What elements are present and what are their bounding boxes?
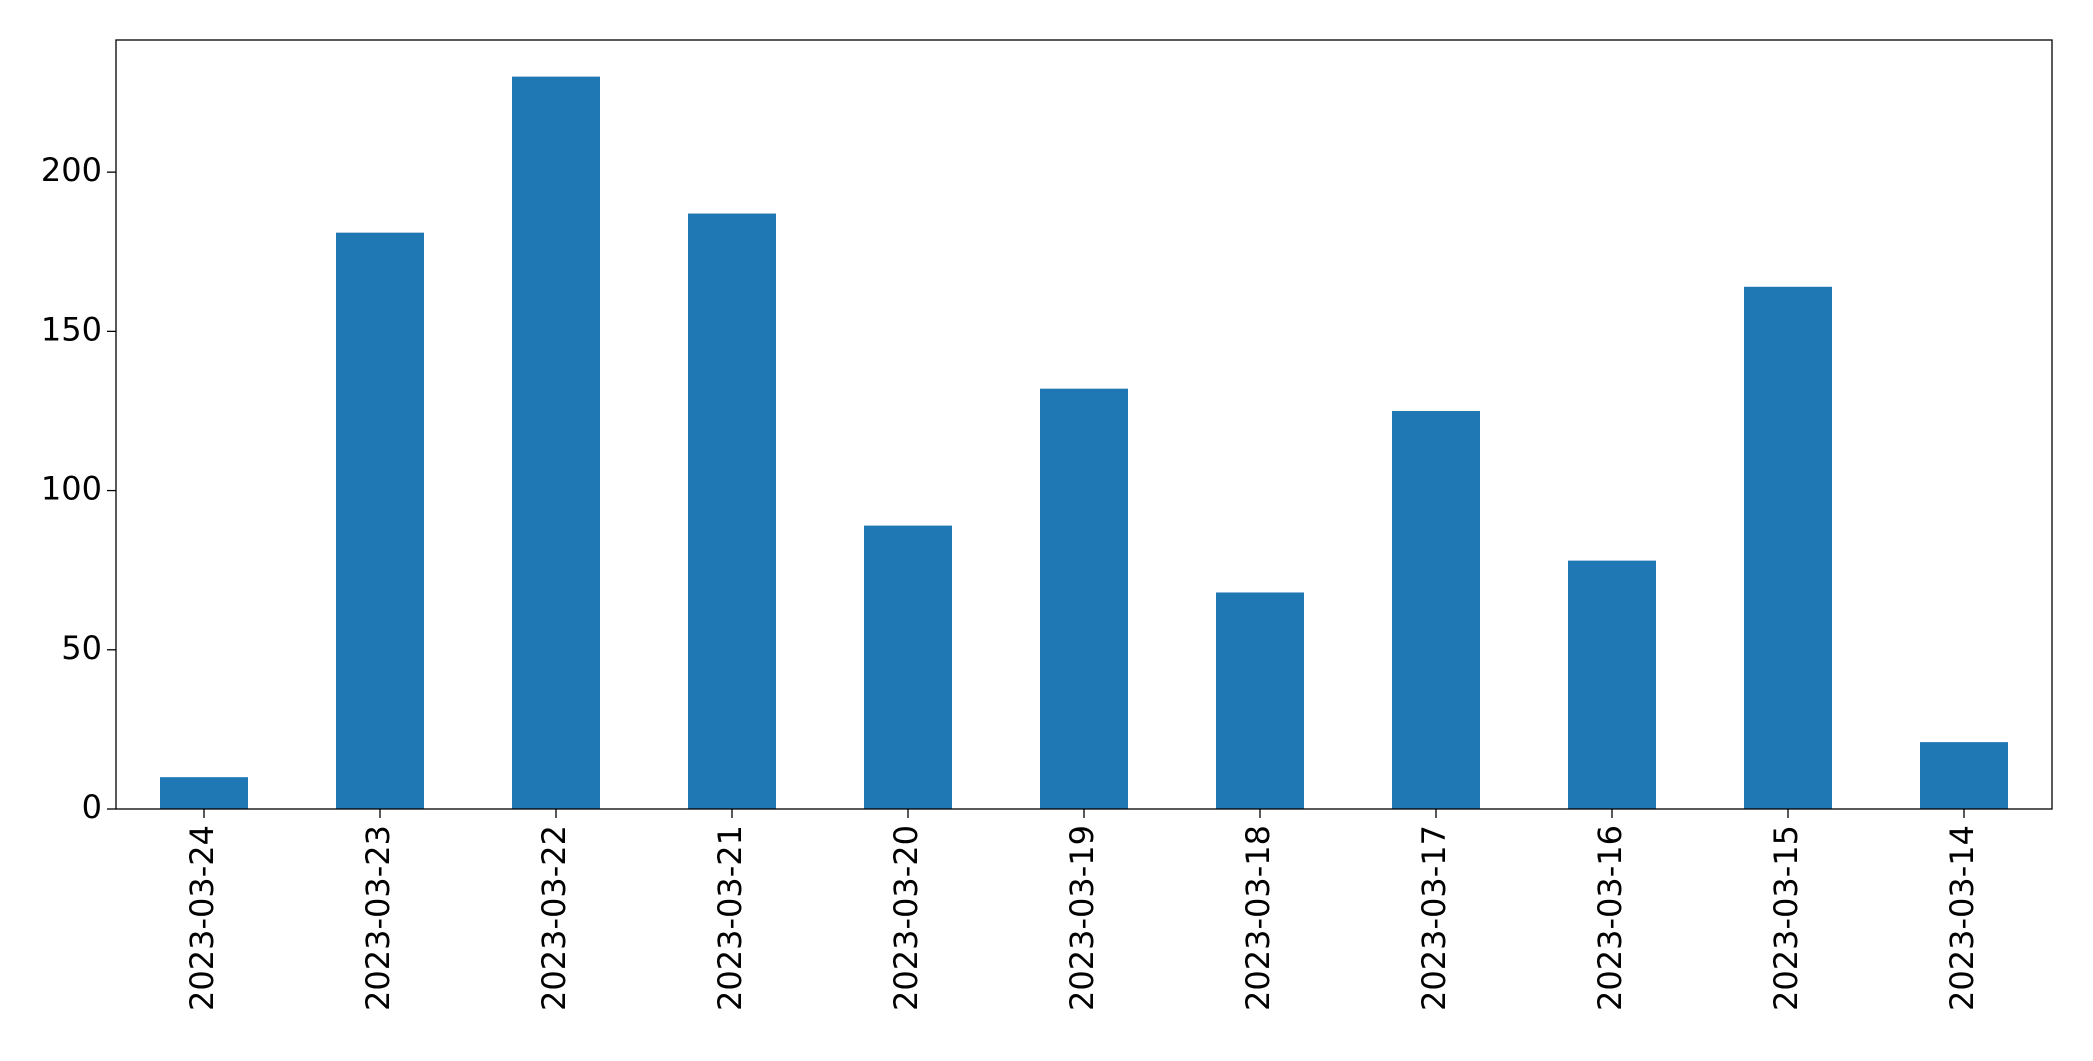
x-tick-label: 2023-03-24	[183, 825, 221, 1011]
y-tick-label: 50	[61, 629, 102, 667]
y-tick-label: 100	[41, 470, 102, 508]
y-tick-label: 0	[82, 788, 102, 826]
x-tick-label: 2023-03-22	[535, 825, 573, 1011]
bar	[1568, 560, 1656, 809]
bar	[688, 213, 776, 809]
y-tick-label: 150	[41, 310, 102, 348]
x-tick-label: 2023-03-17	[1415, 825, 1453, 1011]
x-tick-label: 2023-03-14	[1943, 825, 1981, 1011]
x-tick-label: 2023-03-15	[1767, 825, 1805, 1011]
bar	[1920, 742, 2008, 809]
bar	[512, 76, 600, 810]
plot-frame	[115, 39, 2053, 810]
bar	[336, 232, 424, 810]
bar	[1744, 286, 1832, 810]
bar	[1392, 410, 1480, 809]
x-tick-label: 2023-03-18	[1239, 825, 1277, 1011]
y-tick-label: 200	[41, 151, 102, 189]
x-tick-label: 2023-03-23	[359, 825, 397, 1011]
bar	[864, 525, 952, 809]
bar	[1040, 388, 1128, 809]
x-tick-label: 2023-03-19	[1063, 825, 1101, 1011]
bar	[1216, 592, 1304, 809]
x-tick-label: 2023-03-16	[1591, 825, 1629, 1011]
x-tick-label: 2023-03-21	[711, 825, 749, 1011]
x-tick-label: 2023-03-20	[887, 825, 925, 1011]
bar	[160, 777, 248, 809]
